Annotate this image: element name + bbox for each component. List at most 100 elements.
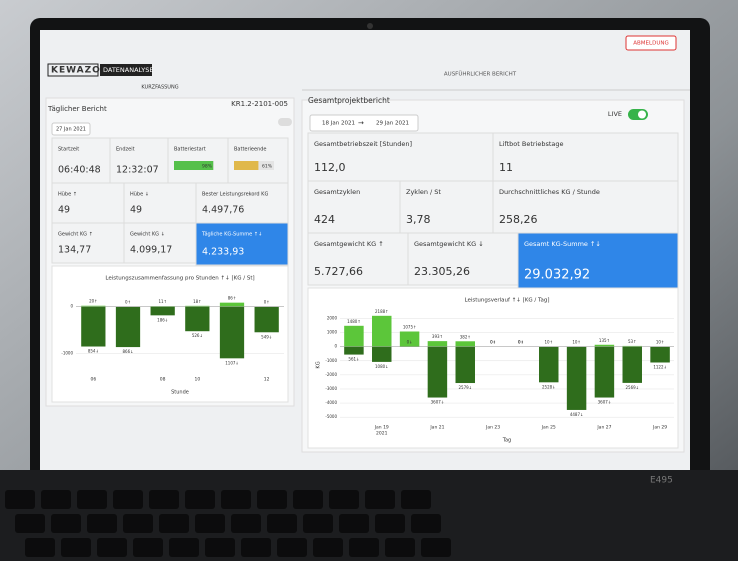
bar [594,346,615,398]
bar [81,306,106,347]
metric-label: Gewicht KG ↑ [58,232,93,238]
data-label: 0↑ [518,340,524,345]
y-tick-label: -1000 [325,358,337,363]
battery-label: 61% [262,164,273,170]
metric-value: 4.497,76 [202,205,244,216]
bar [427,341,448,347]
metric-card [51,222,125,264]
battery-label: 98% [202,164,213,170]
date: 27 Jan 2021 [56,127,86,133]
bar [622,345,642,347]
bar [455,341,475,347]
data-label: 3607↓ [431,400,445,405]
key [267,514,297,533]
metric-value: 4.099,17 [130,245,172,256]
metric-value: 49 [130,205,142,216]
y-tick-label: 0 [70,304,73,309]
bar [115,306,141,348]
panel-title: Gesamtprojektbericht [308,96,390,105]
x-tick-label: Jan 23 [485,425,500,431]
data-label: 393↑ [432,334,443,339]
keyboard [5,490,451,557]
x-axis-label: Stunde [171,390,189,396]
metric-value: 258,26 [499,213,538,226]
x-tick-label: Jan 21 [429,425,444,431]
data-label: 18↑ [193,299,201,304]
data-label: 0↓ [407,340,413,345]
date-range [309,114,419,132]
bar [622,346,642,383]
metric-value: 5.727,66 [314,265,363,278]
key [241,538,271,557]
y-axis-label: KG [316,361,322,368]
data-label: 2569↓ [625,385,639,390]
key [401,490,431,509]
live-label: LIVE [608,110,622,118]
data-label: 20↑ [89,299,97,304]
key [339,514,369,533]
data-label: 10↑ [545,340,553,345]
data-label: 854↓ [88,349,99,354]
robot-id: KR1.2-2101-005 [231,100,288,108]
key [277,538,307,557]
bar [344,325,364,347]
arrow: → [358,119,364,127]
metric-label: Hübe ↑ [58,192,77,198]
tab: AUSFÜHRLICHER BERICHT [444,71,517,78]
metric-label: Endzeit [116,147,135,153]
data-label: 1080↓ [375,364,389,369]
metric-label: Gesamt KG-Summe ↑↓ [524,240,601,248]
bar [427,346,448,398]
key [385,538,415,557]
key [5,490,35,509]
key [221,490,251,509]
logo: KEWAZO [51,66,101,76]
product-name: DATENANALYSE [103,66,154,74]
metric-value: 29.032,92 [524,268,590,283]
date-from: 18 Jan 2021 [322,121,355,127]
key [97,538,127,557]
bar [150,306,175,316]
metric-card [307,232,409,286]
data-label: 186↓ [157,317,168,322]
x-tick-sublabel: 2021 [376,431,388,437]
data-label: 10↑ [656,340,664,345]
x-tick-label: 06 [90,377,96,383]
data-label: 10↑ [572,340,580,345]
key [41,490,71,509]
metric-value: 3,78 [406,213,431,226]
metric-card [492,132,679,182]
data-label: 1480↑ [347,319,361,324]
date-to: 29 Jan 2021 [376,121,409,127]
metric-card [227,137,289,184]
metric-card [517,232,679,289]
data-label: 549↓ [261,334,272,339]
x-tick-label: 10 [194,377,200,383]
data-label: 0↓ [518,340,524,345]
bar [372,315,392,347]
metric-label: Bester Leistungsrekord KG [202,192,268,198]
key [349,538,379,557]
metric-label: Batterieende [234,147,267,153]
y-tick-label: 2000 [327,315,338,320]
toggle [278,118,292,126]
key [411,514,441,533]
chart-title: Leistungsverlauf ↑↓ [KG / Tag] [465,297,550,304]
y-tick-label: -4000 [325,400,337,405]
metric-card [167,137,229,184]
key [231,514,261,533]
key [257,490,287,509]
webcam [367,23,373,29]
bar [455,346,475,384]
metric-label: Startzeit [58,147,79,153]
bar [594,344,615,347]
metric-value: 134,77 [58,245,91,256]
metric-card [492,180,679,234]
toggle-knob [638,110,646,119]
metric-card [195,182,289,224]
panel-title: Täglicher Bericht [47,105,107,113]
data-label: 0↓ [490,340,496,345]
metric-value: 11 [499,161,513,174]
key [113,490,143,509]
